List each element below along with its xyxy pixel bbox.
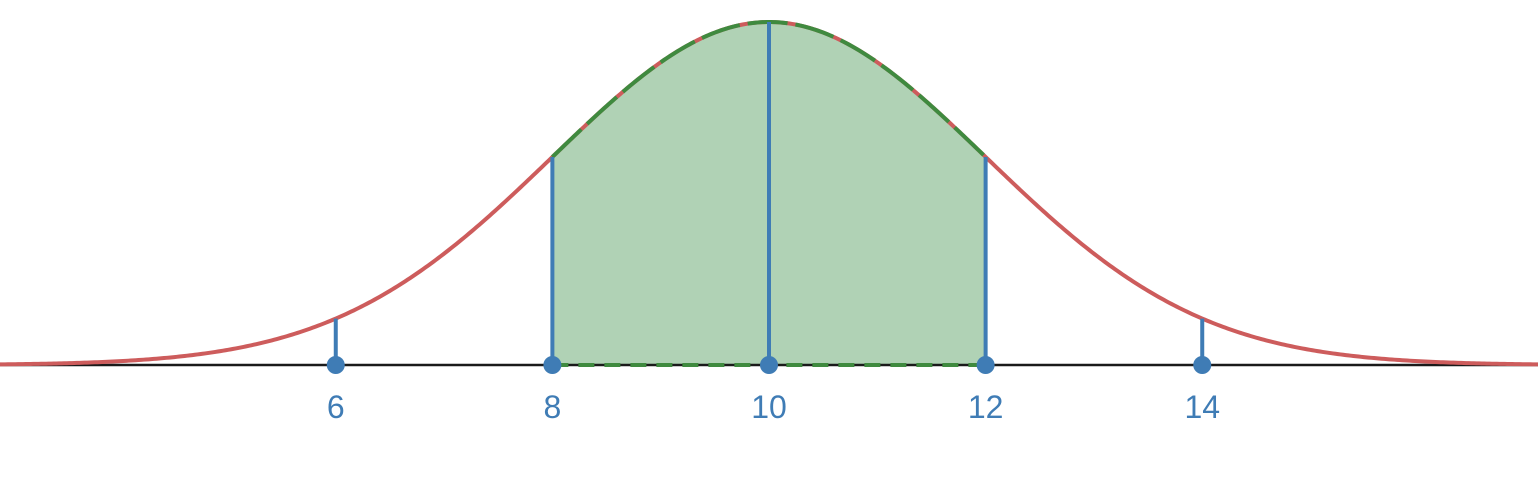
tick-label-8: 8 <box>543 389 561 425</box>
marker-lines <box>333 22 1205 365</box>
tick-label-6: 6 <box>327 389 345 425</box>
tick-label-14: 14 <box>1184 389 1220 425</box>
tick-label-12: 12 <box>968 389 1004 425</box>
tick-point-10 <box>760 356 778 374</box>
tick-label-10: 10 <box>751 389 787 425</box>
tick-points <box>326 356 1212 374</box>
tick-labels: 6 8 10 12 14 <box>327 389 1220 425</box>
tick-point-8 <box>543 356 562 374</box>
tick-point-14 <box>1193 356 1212 374</box>
tick-point-6 <box>326 356 345 374</box>
tick-point-12 <box>976 356 995 374</box>
